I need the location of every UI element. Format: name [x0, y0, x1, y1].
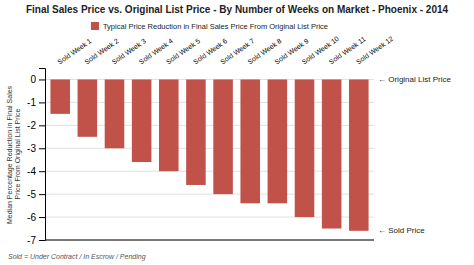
legend-item: Typical Price Reduction in Final Sales P…	[91, 22, 328, 31]
annotation: ← Original List Price	[378, 75, 451, 84]
bar	[295, 79, 315, 217]
annotation: ← Sold Price	[378, 226, 425, 235]
bar	[50, 79, 70, 113]
bar	[78, 79, 98, 136]
y-tick-label: -7	[27, 235, 36, 246]
y-tick: 0	[30, 74, 45, 85]
y-tick-mark	[39, 194, 45, 195]
bar	[240, 79, 260, 203]
y-tick-label: -1	[27, 97, 36, 108]
y-tick-mark	[39, 240, 45, 241]
chart: 0 -1 -2 -3 -4 -5 -6 -7 Sold Week 1Sold Week 2Sol…	[0, 0, 474, 265]
bar	[105, 79, 125, 148]
y-tick-mark	[39, 79, 45, 80]
y-tick-mark	[39, 148, 45, 149]
y-tick: -2	[27, 120, 45, 131]
title: Final Sales Price vs. Original List Pric…	[26, 4, 449, 15]
y-axis-line	[39, 69, 46, 241]
x-tick-label: Sold Week 12	[355, 35, 395, 66]
bar	[349, 79, 369, 230]
y-axis-title: Median Percentage Reduction in Final Sal…	[6, 84, 22, 224]
bar	[186, 79, 206, 184]
plot: 0 -1 -2 -3 -4 -5 -6 -7 Sold Week 1Sold Week 2Sol…	[27, 35, 394, 246]
bar	[213, 79, 233, 194]
y-tick: -4	[27, 166, 45, 177]
y-tick: -5	[27, 189, 45, 200]
x-tick: Sold Week 12	[355, 35, 395, 66]
y-tick-label: -5	[27, 189, 36, 200]
legend-swatch	[91, 22, 99, 30]
y-tick-mark	[39, 171, 45, 172]
y-tick-mark	[39, 102, 45, 103]
y-tick-label: -3	[27, 143, 36, 154]
bar	[268, 79, 288, 203]
bar	[159, 79, 179, 171]
y-tick-label: -4	[27, 166, 36, 177]
grid-line	[45, 240, 374, 241]
y-tick: -3	[27, 143, 45, 154]
y-tick: -1	[27, 97, 45, 108]
grid	[45, 79, 374, 240]
x-baseline	[45, 240, 374, 241]
bar	[132, 79, 152, 162]
legend: Typical Price Reduction in Final Sales P…	[91, 22, 328, 31]
footnote: Sold = Under Contract / In Escrow / Pend…	[8, 253, 146, 261]
y-tick: -6	[27, 212, 45, 223]
y-tick-label: -2	[27, 120, 36, 131]
bars	[50, 79, 368, 230]
y-tick-label: -6	[27, 212, 36, 223]
bar	[322, 79, 342, 228]
legend-label: Typical Price Reduction in Final Sales P…	[103, 22, 328, 31]
y-tick: -7	[27, 235, 45, 246]
y-tick-mark	[39, 125, 45, 126]
y-axis: 0 -1 -2 -3 -4 -5 -6 -7	[27, 69, 45, 246]
x-axis: Sold Week 1Sold Week 2Sold Week 3Sold We…	[56, 35, 394, 66]
y-tick-mark	[39, 217, 45, 218]
y-tick-label: 0	[30, 74, 36, 85]
